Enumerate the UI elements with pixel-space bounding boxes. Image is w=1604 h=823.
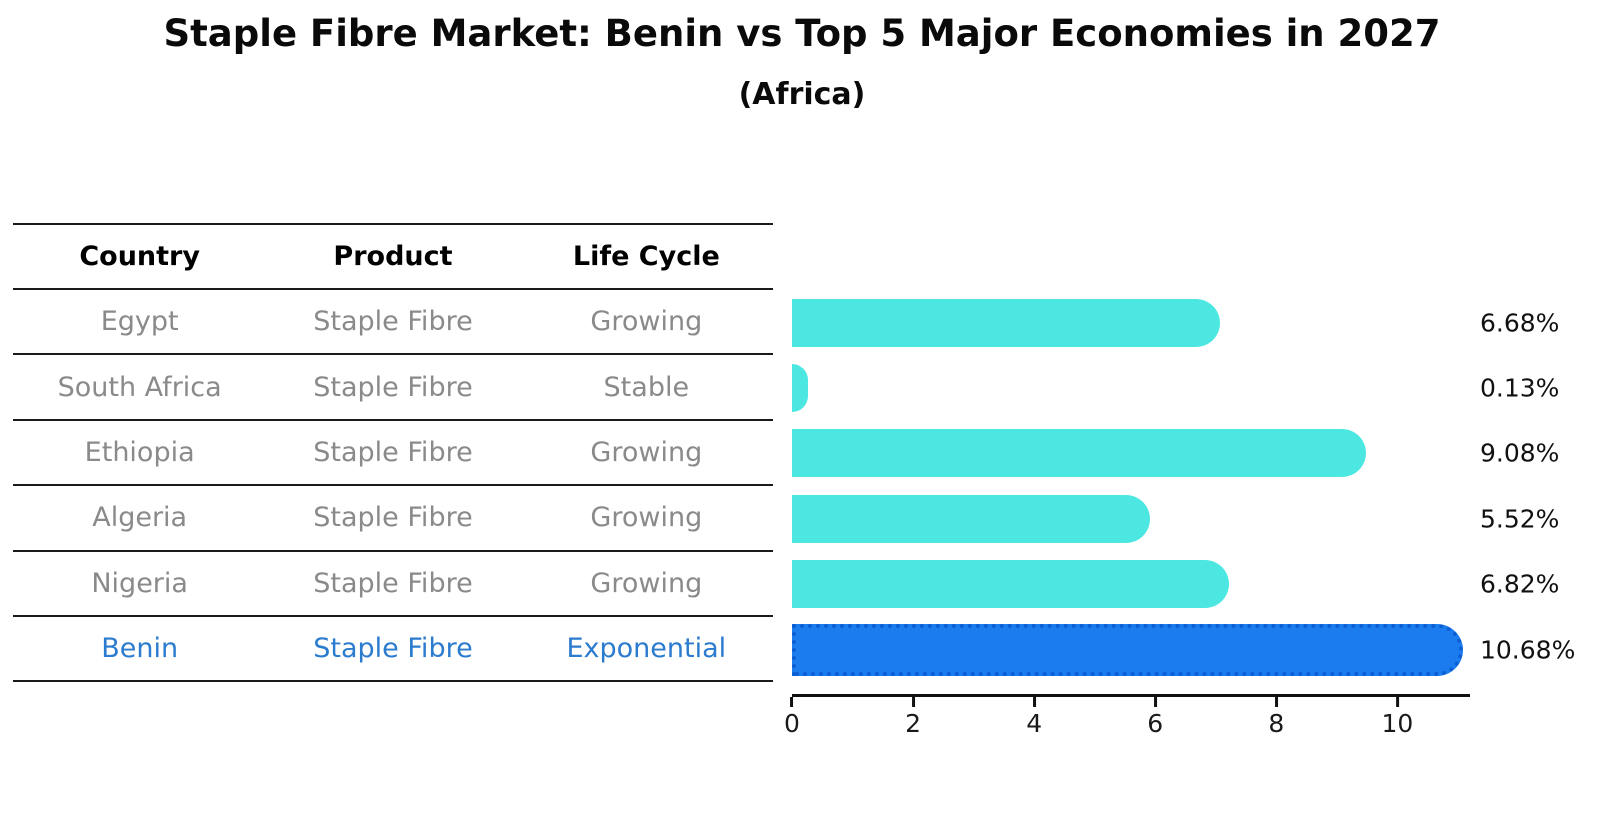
product-cell: Staple Fibre bbox=[313, 633, 473, 665]
country-cell: Ethiopia bbox=[84, 436, 195, 468]
bar bbox=[792, 560, 1229, 609]
header-life-cycle: Life Cycle bbox=[572, 241, 720, 272]
x-tick-mark bbox=[1274, 697, 1278, 707]
life-cycle-cell: Growing bbox=[590, 436, 703, 468]
product-cell: Staple Fibre bbox=[313, 567, 473, 599]
life-cycle-cell: Stable bbox=[603, 371, 690, 403]
country-cell: Benin bbox=[101, 633, 179, 665]
bar-value-label: 10.68% bbox=[1480, 635, 1576, 665]
x-tick-mark bbox=[1395, 697, 1399, 707]
x-tick-mark bbox=[1153, 697, 1157, 707]
life-cycle-cell: Growing bbox=[590, 306, 703, 338]
bar-row: 0.13% bbox=[792, 355, 1559, 420]
country-cell: Egypt bbox=[100, 306, 179, 338]
bar bbox=[792, 298, 1221, 347]
x-tick-label: 8 bbox=[1268, 709, 1285, 738]
table-body: Egypt Staple Fibre Growing South Africa … bbox=[13, 290, 773, 683]
bar bbox=[792, 429, 1366, 478]
x-tick-label: 4 bbox=[1026, 709, 1043, 738]
x-tick-label: 6 bbox=[1147, 709, 1164, 738]
country-cell: Algeria bbox=[92, 502, 188, 534]
bar-value-label: 6.68% bbox=[1480, 308, 1560, 338]
x-tick-label: 10 bbox=[1381, 709, 1414, 738]
life-cycle-cell: Growing bbox=[590, 567, 703, 599]
bar-row: 5.52% bbox=[792, 486, 1559, 551]
table-row: Nigeria Staple Fibre Growing bbox=[13, 552, 773, 617]
x-tick: 2 bbox=[905, 697, 921, 738]
bar-chart-plot-area: 6.68% 0.13% 9.08% 5.52% 6.82% 10.68% bbox=[792, 290, 1575, 683]
country-cell: Nigeria bbox=[91, 567, 188, 599]
x-tick-label: 0 bbox=[784, 709, 800, 738]
country-cell: South Africa bbox=[57, 371, 222, 403]
bar bbox=[792, 623, 1463, 676]
table-header-row: Country Product Life Cycle bbox=[13, 225, 773, 290]
x-axis-ticks: 0 2 4 6 8 10 bbox=[784, 697, 1470, 747]
bar bbox=[792, 494, 1151, 543]
product-cell: Staple Fibre bbox=[313, 502, 473, 534]
comparison-table: Country Product Life Cycle Egypt Staple … bbox=[13, 223, 773, 683]
table-row: Egypt Staple Fibre Growing bbox=[13, 290, 773, 356]
bar-row: 6.82% bbox=[792, 552, 1559, 617]
table-row: Ethiopia Staple Fibre Growing bbox=[13, 421, 773, 487]
bar-value-label: 0.13% bbox=[1480, 373, 1560, 403]
bar-row: 9.08% bbox=[792, 421, 1559, 486]
x-tick-mark bbox=[911, 697, 915, 707]
bar-value-label: 6.82% bbox=[1480, 569, 1560, 599]
bar-row: 10.68% bbox=[792, 617, 1575, 682]
x-tick: 8 bbox=[1268, 697, 1284, 738]
bar-value-label: 9.08% bbox=[1480, 438, 1560, 468]
chart-title: Staple Fibre Market: Benin vs Top 5 Majo… bbox=[163, 12, 1441, 55]
life-cycle-cell: Growing bbox=[590, 502, 703, 534]
x-tick: 4 bbox=[1026, 697, 1042, 738]
table-row: Algeria Staple Fibre Growing bbox=[13, 486, 773, 552]
chart-subtitle: (Africa) bbox=[738, 77, 866, 112]
bar-value-label: 5.52% bbox=[1480, 504, 1560, 534]
x-axis-line bbox=[792, 694, 1470, 697]
header-product: Product bbox=[333, 241, 453, 272]
table-row: South Africa Staple Fibre Stable bbox=[13, 355, 773, 421]
header-country: Country bbox=[79, 241, 200, 272]
bar bbox=[792, 364, 808, 413]
bars-container: 6.68% 0.13% 9.08% 5.52% 6.82% 10.68% bbox=[792, 290, 1575, 682]
x-tick-label: 2 bbox=[905, 709, 922, 738]
bar-row: 6.68% bbox=[792, 290, 1559, 355]
life-cycle-cell: Exponential bbox=[566, 633, 727, 665]
x-tick-mark bbox=[790, 697, 794, 707]
product-cell: Staple Fibre bbox=[313, 371, 473, 403]
x-tick: 0 bbox=[784, 697, 800, 738]
x-tick: 10 bbox=[1381, 697, 1413, 738]
table-row: Benin Staple Fibre Exponential bbox=[13, 617, 773, 683]
x-tick: 6 bbox=[1147, 697, 1163, 738]
product-cell: Staple Fibre bbox=[313, 306, 473, 338]
product-cell: Staple Fibre bbox=[313, 436, 473, 468]
x-tick-mark bbox=[1032, 697, 1036, 707]
